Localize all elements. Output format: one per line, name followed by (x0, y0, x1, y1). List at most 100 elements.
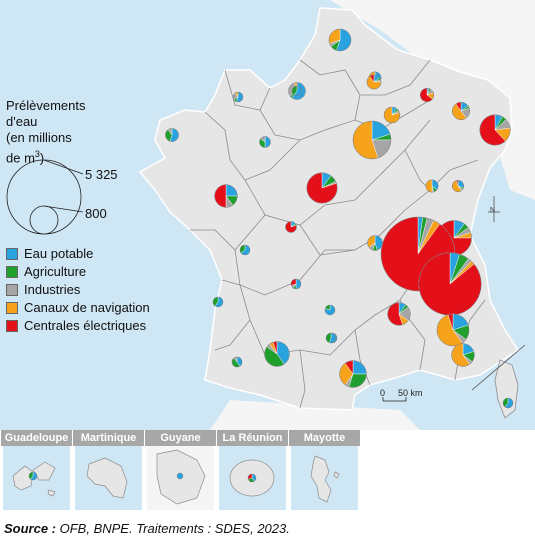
pie-outline (479, 114, 511, 146)
legend-title: Prélèvements d'eau (en millions de m3) (6, 98, 85, 166)
pie-loire-atlantique (214, 184, 238, 208)
inset-la-reunion (219, 446, 286, 510)
north-arrow-icon: N (488, 196, 500, 222)
pie-la-reunion (247, 473, 257, 483)
pie-outline (502, 397, 514, 409)
pie-outline (451, 101, 471, 121)
pie-aveyron (325, 332, 337, 344)
swatch-icon (6, 247, 18, 260)
swatch-icon (6, 319, 18, 332)
legend-unit-prefix: de m (6, 150, 35, 166)
tab-guadeloupe: Guadeloupe (1, 430, 72, 446)
inset-martinique (75, 446, 142, 510)
pie-outline (436, 313, 470, 347)
legend-item-label: Eau potable (24, 246, 94, 261)
pie-c-te-d-or (367, 235, 383, 251)
pie-guyane (176, 472, 184, 480)
pie-outline (259, 136, 271, 148)
pie-marne (383, 106, 401, 124)
swatch-icon (6, 283, 18, 296)
legend-item-eau-potable: Eau potable (6, 246, 93, 261)
source-note: Source : OFB, BNPE. Traitements : SDES, … (4, 521, 290, 536)
pie-dr-me (436, 313, 470, 347)
pie-h-rault (339, 360, 367, 388)
legend-title-line: d'eau (6, 114, 38, 129)
pie-bouches-du-rh-ne (451, 343, 475, 367)
tab-mayotte: Mayotte (289, 430, 360, 446)
martinique-map (86, 457, 128, 499)
legend-title-line: de m3) (6, 146, 85, 166)
france-map: N (0, 0, 535, 430)
source-label: Source : (4, 521, 57, 536)
swatch-icon (6, 265, 18, 278)
pie-outline (231, 356, 243, 368)
scale-zero-label: 0 (380, 388, 386, 398)
legend-item-industries: Industries (6, 282, 80, 297)
pie-haute-sa-ne (425, 179, 439, 193)
legend-unit-sup: 3 (34, 149, 40, 159)
pie-alsace (479, 114, 511, 146)
legend-title-line: Prélèvements (6, 98, 86, 113)
inset-guadeloupe (3, 446, 70, 510)
guadeloupe-map (12, 461, 56, 497)
legend-item-label: Canaux de navigation (24, 300, 150, 315)
pie-outline (419, 87, 435, 103)
pie-outline (212, 296, 224, 308)
legend-item-label: Centrales électriques (24, 318, 147, 333)
pie-outline (165, 128, 179, 142)
pie-gironde (231, 356, 243, 368)
pie-outline (352, 120, 392, 160)
scale-distance-label: 50 km (398, 388, 423, 398)
pie-vienne (285, 221, 297, 233)
pie-rh-ne (418, 252, 482, 316)
corsica-separator (471, 344, 526, 391)
legend-unit-suffix: ) (39, 150, 45, 166)
inset-guyane (147, 446, 214, 510)
legend-item-label: Agriculture (24, 264, 87, 279)
tab-la-reunion: La Réunion (217, 430, 288, 446)
metropolitan-france-shape (138, 7, 520, 411)
pie-meuse (366, 74, 382, 90)
pie-outline (288, 82, 306, 100)
pie-outline (451, 343, 475, 367)
pie-manche (232, 91, 244, 103)
pie-loiret (306, 172, 338, 204)
pie-charts-layer (165, 28, 514, 409)
legend-item-label: Industries (24, 282, 81, 297)
legend-size-small-label: 800 (85, 206, 107, 221)
legend-item-agriculture: Agriculture (6, 264, 86, 279)
pie-outline (325, 332, 337, 344)
source-text: OFB, BNPE. Traitements : SDES, 2023. (56, 521, 290, 536)
pie-haute-vienne (290, 278, 302, 290)
pie-outline (328, 28, 352, 52)
pie-guyane (176, 472, 184, 480)
pie-vend-e (239, 244, 251, 256)
pie-outline (425, 179, 439, 193)
pie-moselle (451, 101, 471, 121)
pie-outline (232, 91, 244, 103)
pie-centre-est (352, 120, 392, 160)
pie-ardennes (419, 87, 435, 103)
pie-outline (306, 172, 338, 204)
pie-finist-re (165, 128, 179, 142)
pie-outline (285, 221, 297, 233)
legend-title-line: (en millions (6, 130, 72, 145)
swatch-icon (6, 301, 18, 314)
pie-outline (239, 244, 251, 256)
mayotte-map (310, 455, 340, 503)
pie-outline (264, 341, 290, 367)
pie-charente (212, 296, 224, 308)
pie-outline (247, 473, 257, 483)
pie-savoie (387, 302, 411, 326)
pie-outline (387, 302, 411, 326)
legend-item-canaux: Canaux de navigation (6, 300, 150, 315)
size-large-leader (43, 159, 84, 175)
pie-outline (324, 304, 336, 316)
pie-outline (366, 74, 382, 90)
neighbour-land-south (210, 400, 420, 430)
pie-outline (214, 184, 238, 208)
legend-item-centrales: Centrales électriques (6, 318, 146, 333)
map-panel: N (0, 0, 535, 430)
pie-outline (339, 360, 367, 388)
region-borders (190, 59, 486, 409)
